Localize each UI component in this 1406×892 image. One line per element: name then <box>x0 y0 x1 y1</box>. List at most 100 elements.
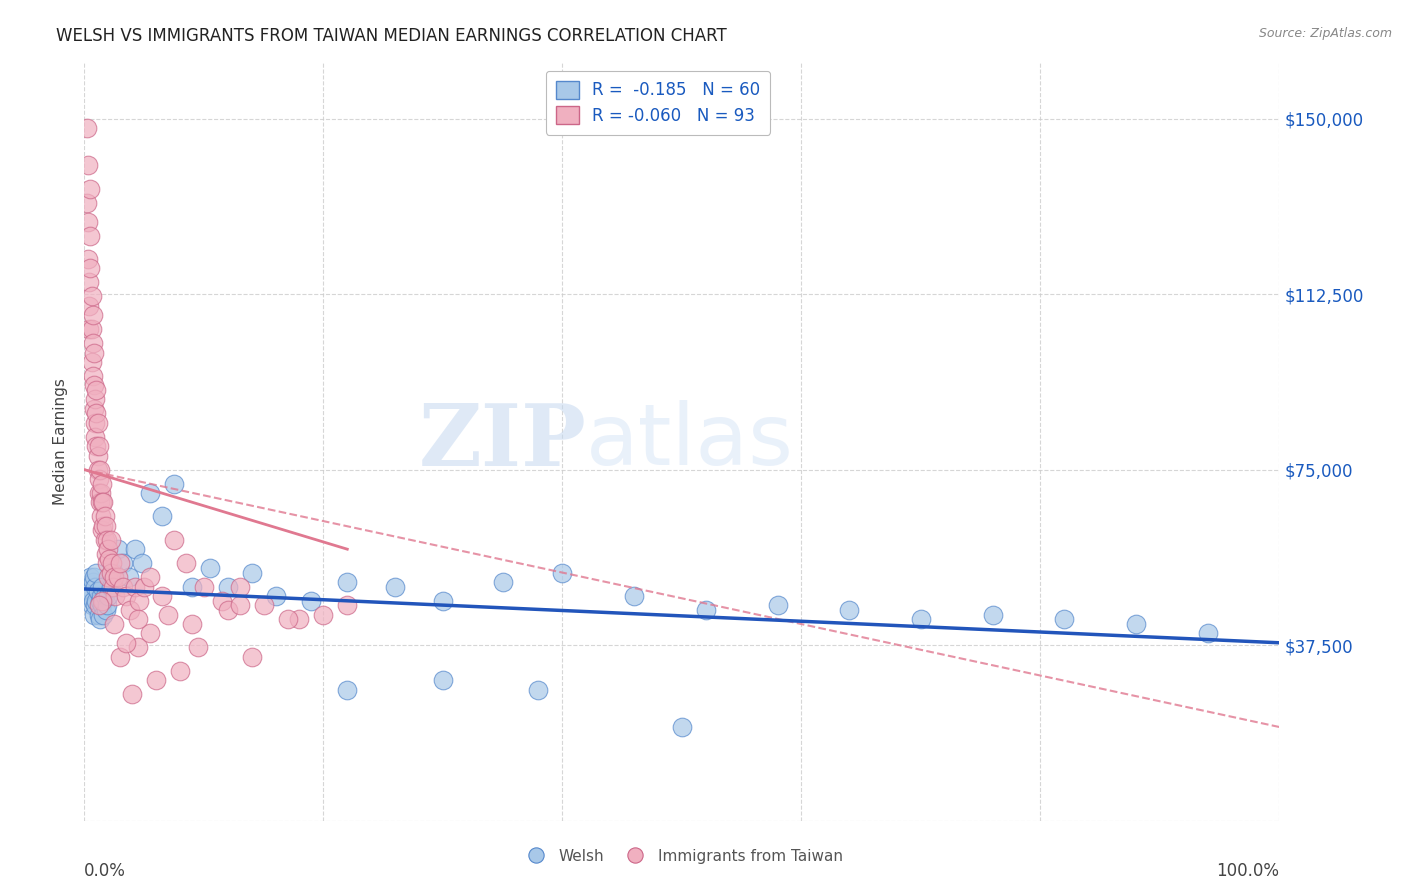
Point <box>86 416 108 430</box>
Point <box>115 636 138 650</box>
Point <box>527 682 550 697</box>
Point <box>77 252 100 266</box>
Point <box>336 574 359 589</box>
Point <box>94 603 117 617</box>
Point <box>132 580 156 594</box>
Point <box>97 570 120 584</box>
Text: atlas: atlas <box>586 400 794 483</box>
Point <box>91 495 114 509</box>
Point <box>623 589 645 603</box>
Point <box>79 570 101 584</box>
Point <box>127 640 149 655</box>
Point <box>80 322 103 336</box>
Text: 100.0%: 100.0% <box>1216 863 1279 880</box>
Point <box>89 462 111 476</box>
Point <box>86 449 108 463</box>
Point <box>336 599 359 613</box>
Point <box>110 649 132 664</box>
Point <box>288 612 311 626</box>
Point <box>766 599 789 613</box>
Point <box>86 383 108 397</box>
Point <box>93 518 115 533</box>
Point <box>127 612 149 626</box>
Point <box>150 509 173 524</box>
Point <box>77 214 100 228</box>
Point <box>82 593 104 607</box>
Point <box>1197 626 1219 640</box>
Point <box>91 524 114 538</box>
Point <box>77 158 100 172</box>
Point <box>384 580 406 594</box>
Point <box>103 570 125 584</box>
Point <box>82 308 104 322</box>
Point <box>93 495 115 509</box>
Point <box>981 607 1004 622</box>
Point <box>163 533 186 547</box>
Point <box>100 533 122 547</box>
Point <box>83 570 105 584</box>
Point <box>96 599 118 613</box>
Point <box>101 580 124 594</box>
Y-axis label: Median Earnings: Median Earnings <box>53 378 69 505</box>
Point <box>83 345 105 359</box>
Point <box>301 593 323 607</box>
Point <box>100 566 122 580</box>
Point <box>124 542 146 557</box>
Point <box>77 322 100 336</box>
Point <box>217 603 239 617</box>
Point <box>163 476 186 491</box>
Point <box>432 593 454 607</box>
Point <box>107 542 129 557</box>
Point <box>671 720 693 734</box>
Point <box>93 607 115 622</box>
Point <box>79 589 101 603</box>
Point <box>157 607 180 622</box>
Point <box>87 486 110 500</box>
Point <box>77 584 100 599</box>
Point <box>87 599 110 613</box>
Point <box>83 378 105 392</box>
Point <box>82 336 104 351</box>
Point <box>83 607 105 622</box>
Point <box>79 261 101 276</box>
Point <box>80 289 103 303</box>
Point <box>76 120 98 135</box>
Point <box>83 401 105 416</box>
Point <box>97 589 120 603</box>
Point <box>139 486 162 500</box>
Point <box>217 580 239 594</box>
Point <box>253 599 276 613</box>
Point <box>229 580 252 594</box>
Point <box>90 589 112 603</box>
Point <box>97 542 120 557</box>
Point <box>121 687 143 701</box>
Point <box>1125 617 1147 632</box>
Point <box>77 276 100 290</box>
Point <box>96 533 118 547</box>
Point <box>94 547 117 561</box>
Point <box>432 673 454 688</box>
Point <box>551 566 574 580</box>
Point <box>94 518 117 533</box>
Point <box>111 556 134 570</box>
Point <box>139 626 162 640</box>
Point <box>695 603 717 617</box>
Point <box>87 439 110 453</box>
Point <box>87 607 110 622</box>
Point <box>89 612 111 626</box>
Point <box>93 509 115 524</box>
Point <box>86 462 108 476</box>
Point <box>84 580 107 594</box>
Point <box>229 599 252 613</box>
Point <box>128 593 150 607</box>
Point <box>84 430 107 444</box>
Point <box>124 580 146 594</box>
Point <box>86 407 108 421</box>
Point <box>93 533 115 547</box>
Point <box>77 580 100 594</box>
Point <box>181 580 204 594</box>
Point <box>193 580 215 594</box>
Point <box>150 589 173 603</box>
Point <box>91 476 114 491</box>
Legend: Welsh, Immigrants from Taiwan: Welsh, Immigrants from Taiwan <box>515 843 849 870</box>
